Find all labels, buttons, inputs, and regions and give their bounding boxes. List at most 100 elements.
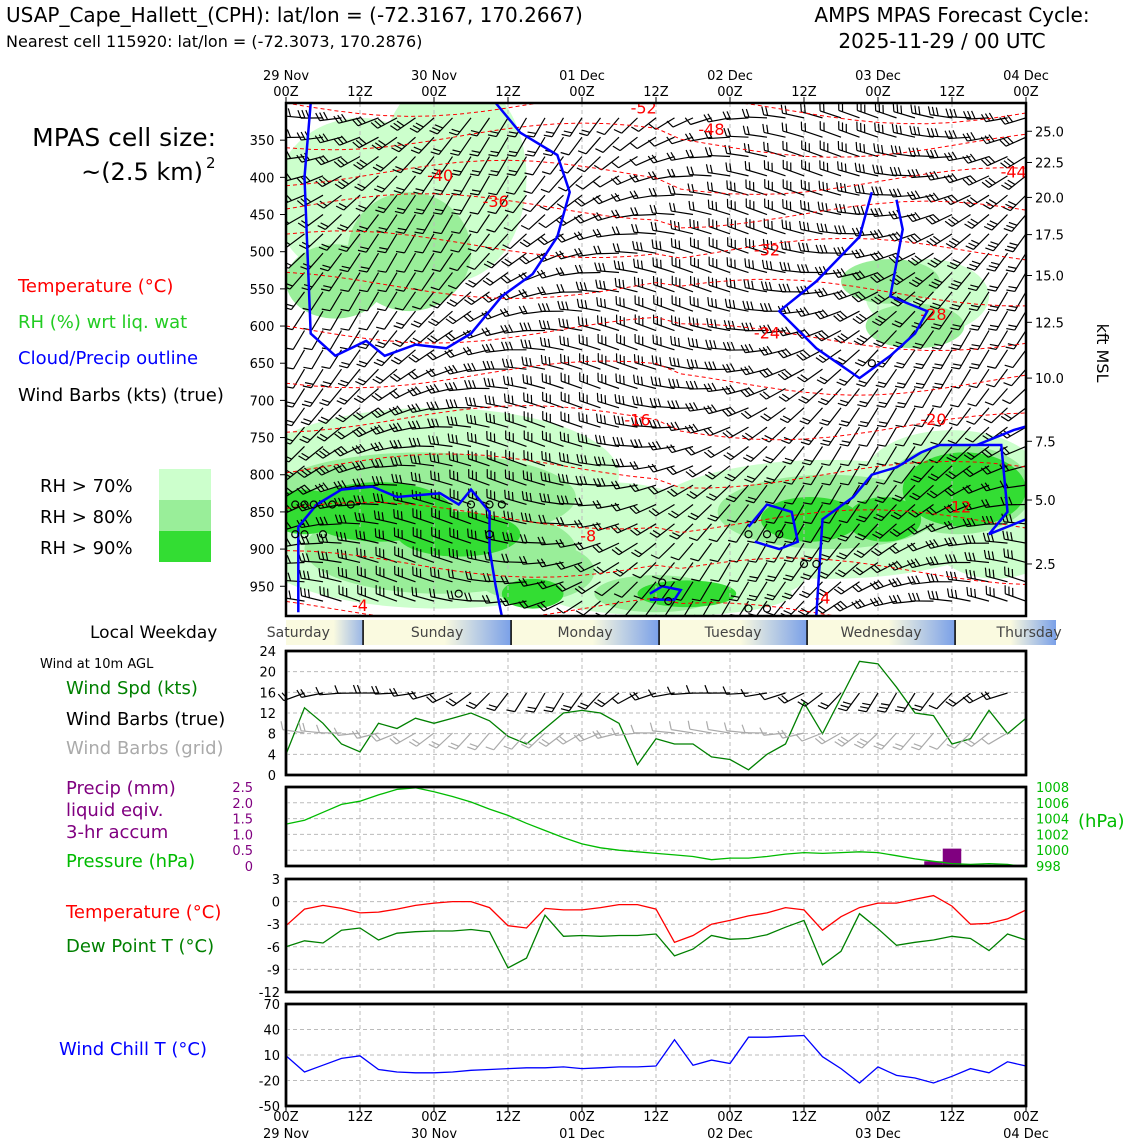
wind-barb: [988, 292, 1008, 311]
barb-flag: [338, 383, 346, 386]
barb-flag: [914, 387, 922, 388]
barb-flag: [1007, 246, 1015, 248]
barb-flag: [730, 163, 731, 171]
barb-flag: [949, 241, 956, 245]
barb-flag: [658, 399, 660, 407]
barb-flag: [394, 509, 395, 518]
barb-flag: [779, 284, 782, 292]
barb-flag: [914, 367, 922, 369]
barb-flag: [916, 363, 924, 365]
barb-flag: [778, 374, 784, 380]
wind-barb: [820, 427, 841, 445]
barb-flag: [650, 205, 652, 213]
wind-barb: [1004, 215, 1026, 232]
barb-staff: [876, 111, 897, 118]
barb-flag: [390, 392, 396, 398]
barb-flag: [449, 548, 450, 557]
barb-flag: [677, 379, 679, 387]
wind-speed-label: Wind Spd (kts): [66, 678, 198, 699]
barb-flag: [953, 130, 956, 138]
barb-flag: [618, 416, 620, 424]
barb-flag: [689, 425, 694, 432]
barb-flag: [650, 398, 652, 406]
barb-flag: [799, 594, 807, 597]
barb-flag: [948, 588, 949, 596]
wind-barb: [727, 199, 748, 215]
barb-staff: [619, 157, 638, 168]
barb-flag: [449, 451, 450, 460]
barb-staff: [598, 324, 619, 331]
barb-flag: [324, 587, 325, 596]
barb-staff: [751, 446, 767, 461]
barb-flag: [288, 108, 290, 116]
barb-staff: [987, 594, 1008, 601]
wind-barb: [839, 102, 860, 118]
wind-barb: [260, 234, 286, 245]
barb-flag: [766, 261, 767, 269]
barb-flag: [634, 191, 638, 198]
barb-flag: [895, 386, 903, 388]
barb-flag: [617, 244, 619, 252]
barb-flag: [985, 158, 991, 164]
barb-flag: [841, 602, 847, 608]
barb-flag: [780, 262, 782, 270]
barb-staff: [783, 131, 804, 137]
barb-flag: [601, 298, 602, 306]
barb-flag: [804, 329, 810, 335]
barb-flag: [839, 225, 842, 233]
barb-flag: [839, 424, 847, 426]
cell-size-exponent: 2: [206, 154, 216, 172]
wind-barb: [895, 388, 915, 407]
barb-flag: [971, 364, 979, 366]
barb-flag: [1001, 185, 1008, 189]
barb-flag: [605, 395, 606, 404]
wind-barb: [303, 350, 323, 369]
barb-flag: [475, 434, 476, 443]
barb-flag: [689, 133, 693, 140]
barb-flag: [853, 319, 860, 324]
barb-staff: [802, 168, 823, 175]
barb-flag: [991, 262, 999, 264]
barb-flag: [597, 229, 601, 236]
barb-flag: [1006, 225, 1014, 228]
wind-barb: [580, 353, 601, 369]
barb-staff: [617, 323, 638, 330]
barb-staff: [690, 227, 711, 233]
barb-flag: [933, 215, 939, 221]
barb-flag: [742, 109, 745, 117]
barb-flag: [264, 525, 270, 531]
barb-flag: [876, 385, 884, 387]
barb-staff: [941, 350, 952, 369]
barb-flag: [802, 397, 810, 401]
weekday-label: Saturday: [267, 625, 330, 641]
barb-flag: [734, 183, 735, 192]
barb-flag: [990, 286, 998, 288]
barb-flag: [635, 207, 638, 215]
barb-flag: [918, 127, 920, 135]
barb-staff: [562, 234, 582, 242]
barb-flag: [834, 589, 841, 594]
barb-flag: [751, 302, 753, 310]
barb-flag: [764, 414, 771, 419]
barb-flag: [781, 240, 782, 248]
barb-flag: [412, 490, 413, 499]
barb-flag: [785, 241, 786, 249]
barb-flag: [710, 340, 712, 348]
barb-flag: [770, 261, 771, 269]
barb-flag: [541, 237, 548, 243]
barb-staff: [978, 331, 989, 350]
barb-flag: [823, 440, 831, 442]
barb-flag: [767, 368, 773, 374]
barb-flag: [935, 128, 938, 136]
barb-flag: [537, 271, 542, 278]
barb-flag: [620, 375, 621, 384]
barb-staff: [802, 149, 823, 156]
barb-flag: [289, 590, 291, 598]
barb-flag: [687, 166, 690, 174]
barb-flag: [564, 131, 572, 133]
barb-staff: [264, 114, 286, 118]
wind-barb: [914, 350, 934, 369]
barb-flag: [745, 411, 752, 417]
barb-flag: [614, 260, 616, 268]
barb-flag: [709, 147, 712, 155]
